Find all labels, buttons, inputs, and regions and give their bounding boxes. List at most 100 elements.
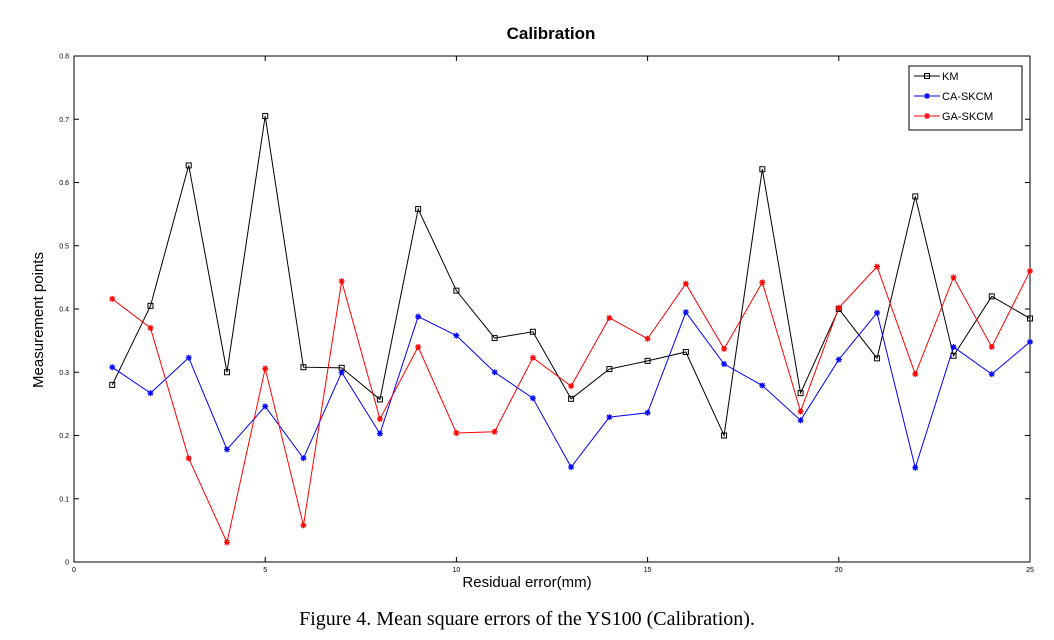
legend: KM CA-SKCM GA-SKCM xyxy=(908,65,1023,131)
data-point-ca-skcm xyxy=(759,382,766,389)
data-point-ga-skcm xyxy=(721,345,728,352)
plot-area xyxy=(73,55,1031,563)
data-point-ga-skcm xyxy=(185,455,192,462)
y-tick-label: 0.7 xyxy=(59,117,69,124)
data-point-ga-skcm xyxy=(912,371,919,378)
data-point-km xyxy=(453,287,460,294)
data-point-ga-skcm xyxy=(109,295,116,302)
data-point-km xyxy=(988,293,995,300)
data-point-ca-skcm xyxy=(185,354,192,361)
data-point-ca-skcm xyxy=(1027,338,1033,345)
y-axis-label: Measurement points xyxy=(30,252,47,388)
legend-label-km: KM xyxy=(942,71,959,83)
y-tick-label: 0.2 xyxy=(59,433,69,440)
data-point-ga-skcm xyxy=(682,280,689,287)
legend-marker-ca-skcm xyxy=(924,93,930,99)
data-point-ga-skcm xyxy=(606,314,613,321)
legend-box xyxy=(908,65,1023,131)
data-point-ga-skcm xyxy=(415,343,422,350)
data-point-km xyxy=(644,357,651,364)
data-point-km xyxy=(415,206,422,213)
data-point-ca-skcm xyxy=(682,309,689,316)
data-point-km xyxy=(912,193,919,200)
data-point-ga-skcm xyxy=(338,278,345,285)
data-point-ca-skcm xyxy=(912,464,919,471)
data-point-ga-skcm xyxy=(759,279,766,286)
data-point-ga-skcm xyxy=(797,408,804,415)
data-point-ca-skcm xyxy=(988,371,995,378)
legend-marker-km xyxy=(924,73,930,79)
legend-label-ga-skcm: GA-SKCM xyxy=(942,111,993,123)
legend-marker-ga-skcm xyxy=(924,113,930,119)
data-point-km xyxy=(185,162,192,169)
data-point-ga-skcm xyxy=(835,304,842,311)
data-point-ga-skcm xyxy=(1027,268,1033,275)
series-layer xyxy=(109,113,1033,546)
data-point-ga-skcm xyxy=(376,416,383,423)
x-tick-label: 15 xyxy=(644,567,652,574)
x-tick-label: 20 xyxy=(835,567,843,574)
data-point-ca-skcm xyxy=(491,369,498,376)
data-point-ca-skcm xyxy=(415,313,422,320)
data-point-ca-skcm xyxy=(568,464,575,471)
data-point-km xyxy=(109,381,116,388)
data-point-km xyxy=(682,349,689,356)
x-tick-label: 10 xyxy=(453,567,461,574)
axis-ticks: 0 5 10 15 20 25 0 0.1 0.2 0.3 0.4 0.5 0.6 0.7 0.8 xyxy=(59,54,1034,575)
data-point-ca-skcm xyxy=(262,403,269,410)
data-point-ca-skcm xyxy=(644,409,651,416)
data-point-ga-skcm xyxy=(644,335,651,342)
data-point-ca-skcm xyxy=(338,369,345,376)
data-point-ca-skcm xyxy=(300,455,307,462)
x-axis-label: Residual error(mm) xyxy=(462,574,591,591)
data-point-ca-skcm xyxy=(529,395,536,402)
y-tick-label: 0.1 xyxy=(59,496,69,503)
data-point-ga-skcm xyxy=(223,539,230,546)
data-point-ca-skcm xyxy=(874,309,881,316)
data-point-km xyxy=(721,432,728,439)
data-point-km xyxy=(874,355,881,362)
data-point-km xyxy=(568,395,575,402)
data-point-ga-skcm xyxy=(491,428,498,435)
y-tick-label: 0.4 xyxy=(59,307,69,314)
data-point-ga-skcm xyxy=(453,429,460,436)
data-point-ca-skcm xyxy=(721,361,728,368)
data-point-km xyxy=(262,113,269,120)
data-point-ca-skcm xyxy=(147,390,154,397)
data-point-km xyxy=(223,369,230,376)
data-point-ca-skcm xyxy=(835,356,842,363)
y-tick-label: 0.6 xyxy=(59,180,69,187)
legend-label-ca-skcm: CA-SKCM xyxy=(942,91,993,103)
y-tick-label: 0.8 xyxy=(59,54,69,61)
data-point-km xyxy=(606,366,613,373)
data-point-ca-skcm xyxy=(453,332,460,339)
data-point-km xyxy=(300,364,307,371)
data-point-ga-skcm xyxy=(147,324,154,331)
data-point-ca-skcm xyxy=(606,414,613,421)
data-point-ga-skcm xyxy=(568,383,575,390)
series-line-km xyxy=(111,116,1031,438)
data-point-km xyxy=(529,328,536,335)
data-point-ca-skcm xyxy=(950,343,957,350)
data-point-km xyxy=(759,166,766,173)
data-point-km xyxy=(797,390,804,397)
chart-title: Calibration xyxy=(507,24,596,43)
chart: Calibration 0 5 10 15 20 25 0 0.1 0.2 0.3 0.4 0.5 0.… xyxy=(30,24,1034,591)
y-tick-label: 0.3 xyxy=(59,370,69,377)
data-point-ca-skcm xyxy=(376,430,383,437)
data-point-ga-skcm xyxy=(529,354,536,361)
x-tick-label: 5 xyxy=(263,567,267,574)
data-point-ca-skcm xyxy=(797,417,804,424)
data-point-ca-skcm xyxy=(223,446,230,453)
data-point-ga-skcm xyxy=(300,522,307,529)
data-point-ga-skcm xyxy=(262,365,269,372)
x-tick-label: 0 xyxy=(72,567,76,574)
figure-caption: Figure 4. Mean square errors of the YS10… xyxy=(299,608,755,630)
y-tick-label: 0 xyxy=(65,560,69,567)
data-point-km xyxy=(1027,315,1033,322)
y-tick-label: 0.5 xyxy=(59,243,69,250)
data-point-km xyxy=(147,302,154,309)
data-point-km xyxy=(376,396,383,403)
data-point-ca-skcm xyxy=(109,364,116,371)
data-point-ga-skcm xyxy=(988,343,995,350)
